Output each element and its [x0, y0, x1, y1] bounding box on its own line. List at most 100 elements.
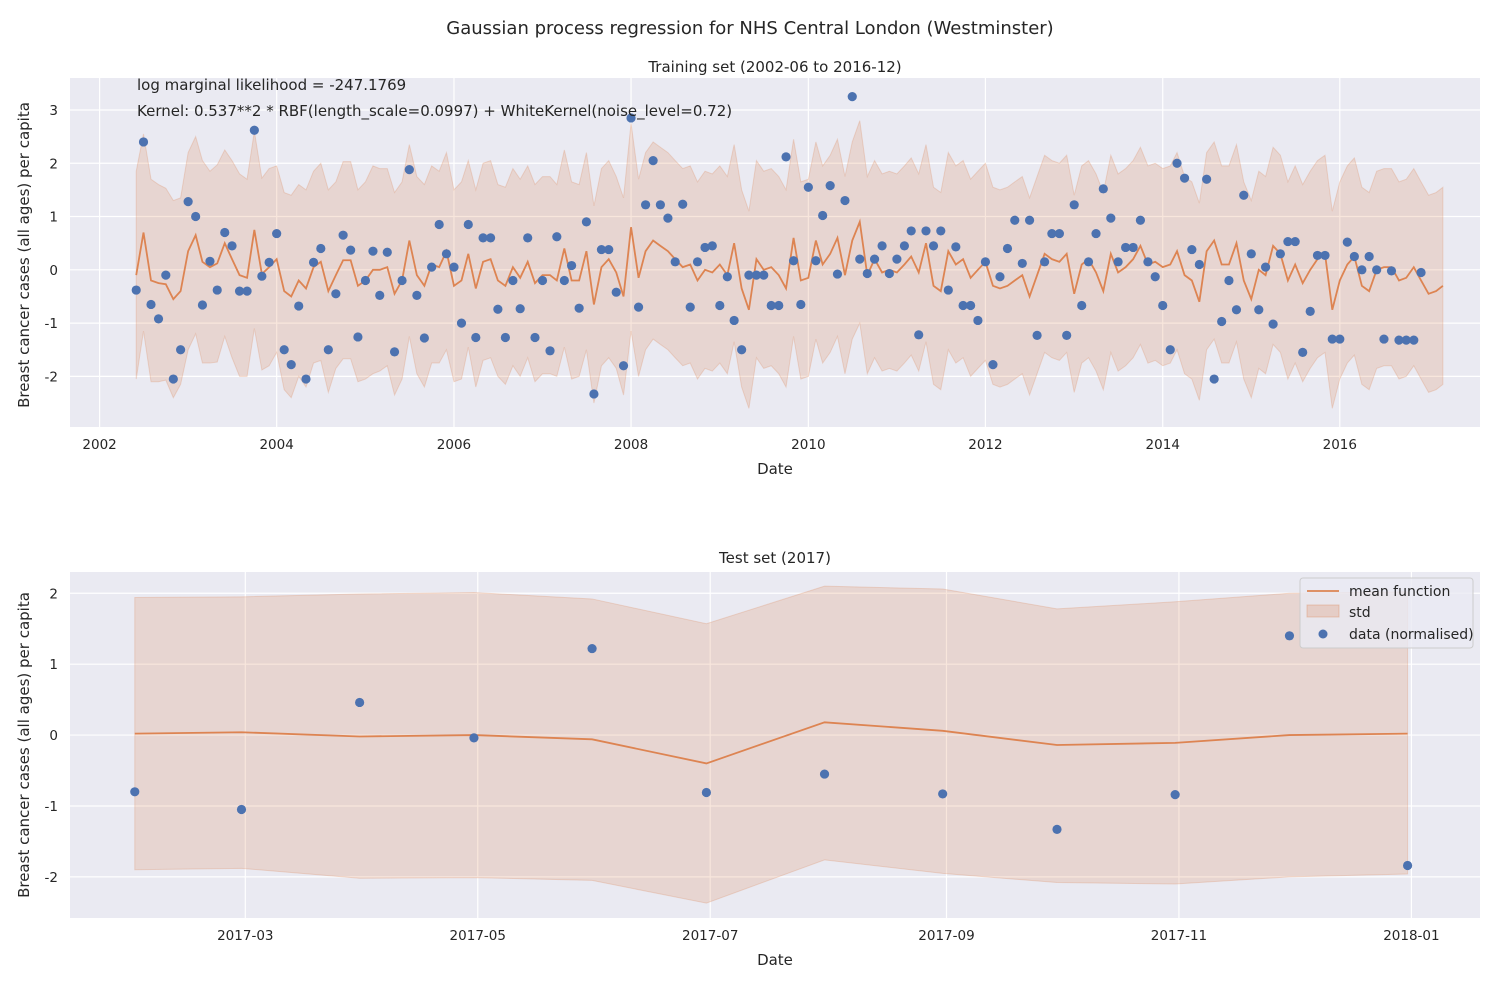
data-point [353, 332, 363, 342]
data-point [751, 270, 762, 280]
data-point [419, 333, 429, 343]
data-point [744, 270, 754, 280]
x-tick-label: 2004 [259, 437, 293, 453]
data-point [1342, 237, 1352, 247]
data-point [176, 345, 186, 355]
data-point [463, 219, 473, 230]
data-point [382, 247, 392, 257]
data-point [1083, 257, 1094, 267]
legend-box [1299, 577, 1474, 649]
data-point [397, 275, 407, 286]
data-point [161, 270, 171, 280]
test-title: Test set (2017) [718, 549, 831, 567]
data-point [700, 242, 710, 253]
data-point [914, 330, 924, 340]
data-point [456, 318, 467, 328]
data-point [640, 200, 651, 210]
x-tick-label: 2008 [614, 437, 648, 453]
data-point [227, 241, 237, 251]
data-point [899, 241, 910, 251]
data-point [1209, 374, 1219, 384]
data-point [567, 260, 577, 271]
data-point [774, 300, 784, 311]
y-tick-label: 2 [49, 156, 58, 172]
data-point [1320, 250, 1330, 261]
data-point [434, 219, 444, 230]
data-point [286, 360, 296, 370]
data-point [1290, 236, 1300, 247]
data-point [818, 210, 828, 221]
data-point [264, 257, 274, 267]
data-point [692, 257, 703, 267]
data-point [412, 290, 422, 300]
data-point [1010, 215, 1020, 225]
x-tick-label: 2006 [437, 437, 471, 453]
legend-std-label: std [1349, 605, 1371, 621]
data-point [1283, 236, 1293, 247]
data-point [441, 249, 452, 259]
data-point [1357, 265, 1367, 275]
training-x-label: Date [757, 460, 793, 478]
data-point [508, 275, 518, 286]
data-point [493, 304, 503, 314]
y-tick-label: 3 [49, 103, 58, 119]
data-point [1098, 184, 1108, 194]
data-point [1364, 251, 1374, 262]
data-point [1077, 300, 1087, 311]
y-tick-label: 0 [49, 728, 58, 744]
test-mean-line [134, 721, 1408, 765]
data-point [840, 195, 850, 206]
data-point [877, 241, 887, 251]
data-point [355, 697, 365, 708]
data-point [1135, 215, 1146, 225]
data-point [552, 232, 562, 242]
data-point [862, 268, 872, 279]
test-y-label: Breast cancer cases (all ages) per capit… [15, 592, 33, 898]
data-point [832, 269, 843, 279]
data-point [1349, 251, 1359, 262]
y-tick-label: -1 [45, 316, 58, 332]
data-point [1335, 334, 1345, 344]
data-point [1298, 347, 1308, 357]
data-point [1172, 158, 1182, 168]
data-point [131, 285, 141, 295]
data-point [1409, 335, 1419, 345]
data-point [1394, 335, 1404, 345]
data-point [655, 200, 665, 210]
data-point [825, 181, 835, 191]
data-point [1224, 275, 1234, 286]
x-tick-label: 2014 [1146, 437, 1180, 453]
data-point [701, 787, 712, 798]
data-point [1386, 266, 1397, 276]
data-point [1217, 316, 1227, 327]
data-point [360, 275, 371, 286]
data-point [906, 226, 916, 236]
data-point [1372, 265, 1382, 275]
data-point [587, 643, 597, 654]
data-point [1202, 174, 1212, 184]
data-point [596, 244, 607, 255]
data-point [1113, 257, 1123, 267]
data-point [168, 374, 178, 384]
data-point [1040, 257, 1050, 267]
data-point [847, 92, 857, 102]
data-point [869, 254, 880, 264]
data-point [1275, 249, 1285, 259]
data-point [138, 137, 149, 147]
data-point [855, 254, 865, 264]
y-tick-label: 0 [49, 263, 58, 279]
data-point [796, 299, 806, 310]
data-point [308, 257, 319, 267]
data-point [951, 242, 961, 252]
data-point [1062, 330, 1072, 340]
data-point [331, 289, 341, 299]
legend-std-swatch [1306, 604, 1340, 618]
data-point [272, 228, 282, 239]
data-point [574, 303, 584, 313]
data-point [611, 287, 621, 297]
data-point [1170, 790, 1180, 800]
data-point [559, 275, 569, 286]
data-point [663, 213, 673, 223]
data-point [759, 270, 769, 280]
data-point [515, 304, 525, 314]
